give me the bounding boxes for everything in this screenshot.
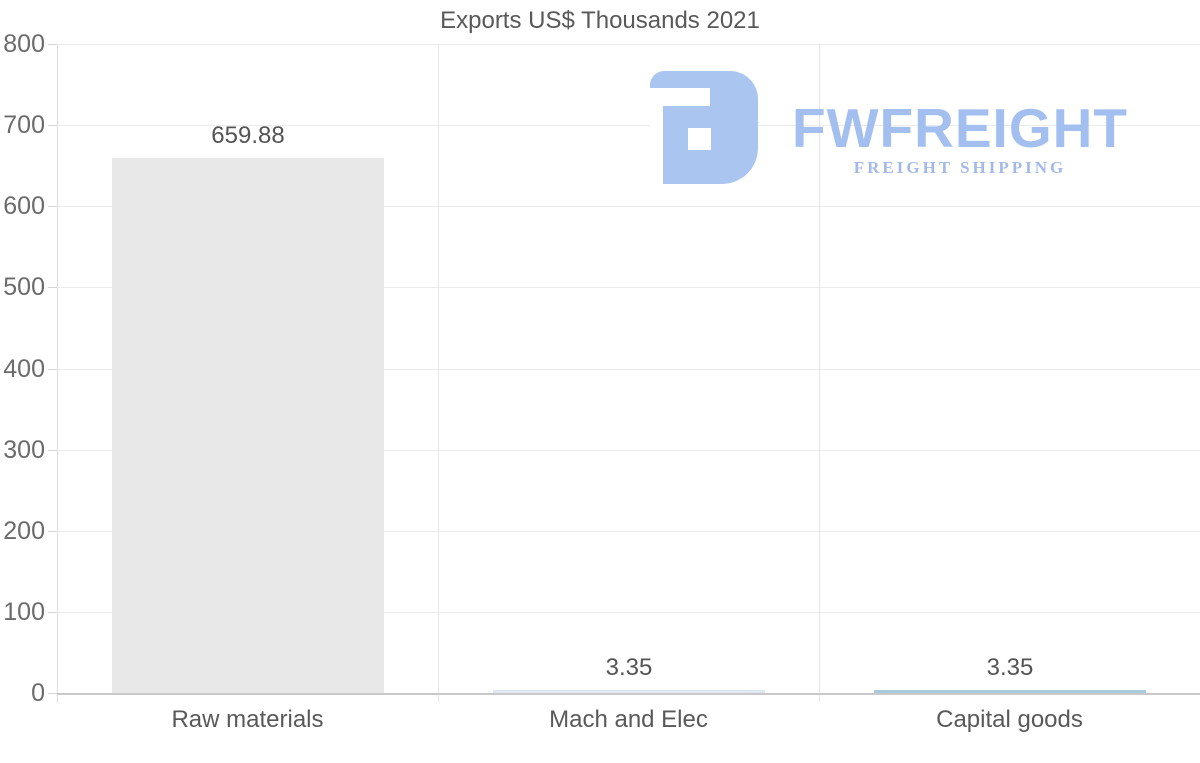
logo-mark-notch (688, 128, 711, 150)
gridline-y-300 (57, 450, 1200, 451)
gridline-y-600 (57, 206, 1200, 207)
x-axis-line (57, 693, 1200, 695)
y-axis-tick (48, 287, 57, 288)
y-axis-label: 800 (3, 30, 45, 58)
y-axis-label: 500 (3, 273, 45, 301)
y-axis-label: 100 (3, 598, 45, 626)
y-axis-line (57, 44, 58, 703)
category-label: Mach and Elec (549, 706, 708, 733)
y-axis-label: 400 (3, 355, 45, 383)
gridline-y-500 (57, 287, 1200, 288)
bar-raw-materials (112, 158, 384, 693)
y-axis-label: 300 (3, 436, 45, 464)
category-label: Raw materials (171, 706, 324, 733)
y-axis-label: 0 (31, 679, 45, 707)
y-axis-tick (48, 44, 57, 45)
gridline-y-200 (57, 531, 1200, 532)
y-axis-label: 600 (3, 192, 45, 220)
y-axis-tick (48, 612, 57, 613)
y-axis-label: 200 (3, 517, 45, 545)
gridline-y-400 (57, 369, 1200, 370)
fwfreight-mark-icon (650, 71, 758, 184)
y-axis-tick (48, 206, 57, 207)
gridline-y-100 (57, 612, 1200, 613)
y-axis-tick (48, 531, 57, 532)
bar-capital-goods (874, 690, 1146, 693)
category-separator (438, 44, 439, 702)
chart-title: Exports US$ Thousands 2021 (440, 7, 760, 34)
bar-mach-and-elec (493, 690, 765, 693)
y-axis-tick (48, 125, 57, 126)
category-separator (819, 44, 820, 702)
y-axis-tick (48, 369, 57, 370)
fwfreight-logo: FWFREIGHT FREIGHT SHIPPING (650, 71, 1150, 186)
logo-mark-notch (650, 106, 663, 184)
bar-value-label: 3.35 (605, 654, 653, 681)
y-axis-tick (48, 450, 57, 451)
bar-value-label: 3.35 (986, 654, 1034, 681)
y-axis-tick (48, 693, 57, 694)
gridline-y-800 (57, 44, 1200, 45)
logo-mark-notch (650, 88, 710, 106)
logo-brand-text: FWFREIGHT (792, 97, 1128, 159)
bar-value-label: 659.88 (211, 122, 285, 149)
category-label: Capital goods (936, 706, 1083, 733)
y-axis-label: 700 (3, 111, 45, 139)
logo-tagline-text: FREIGHT SHIPPING (853, 158, 1067, 177)
gridline-y-700 (57, 125, 1200, 126)
